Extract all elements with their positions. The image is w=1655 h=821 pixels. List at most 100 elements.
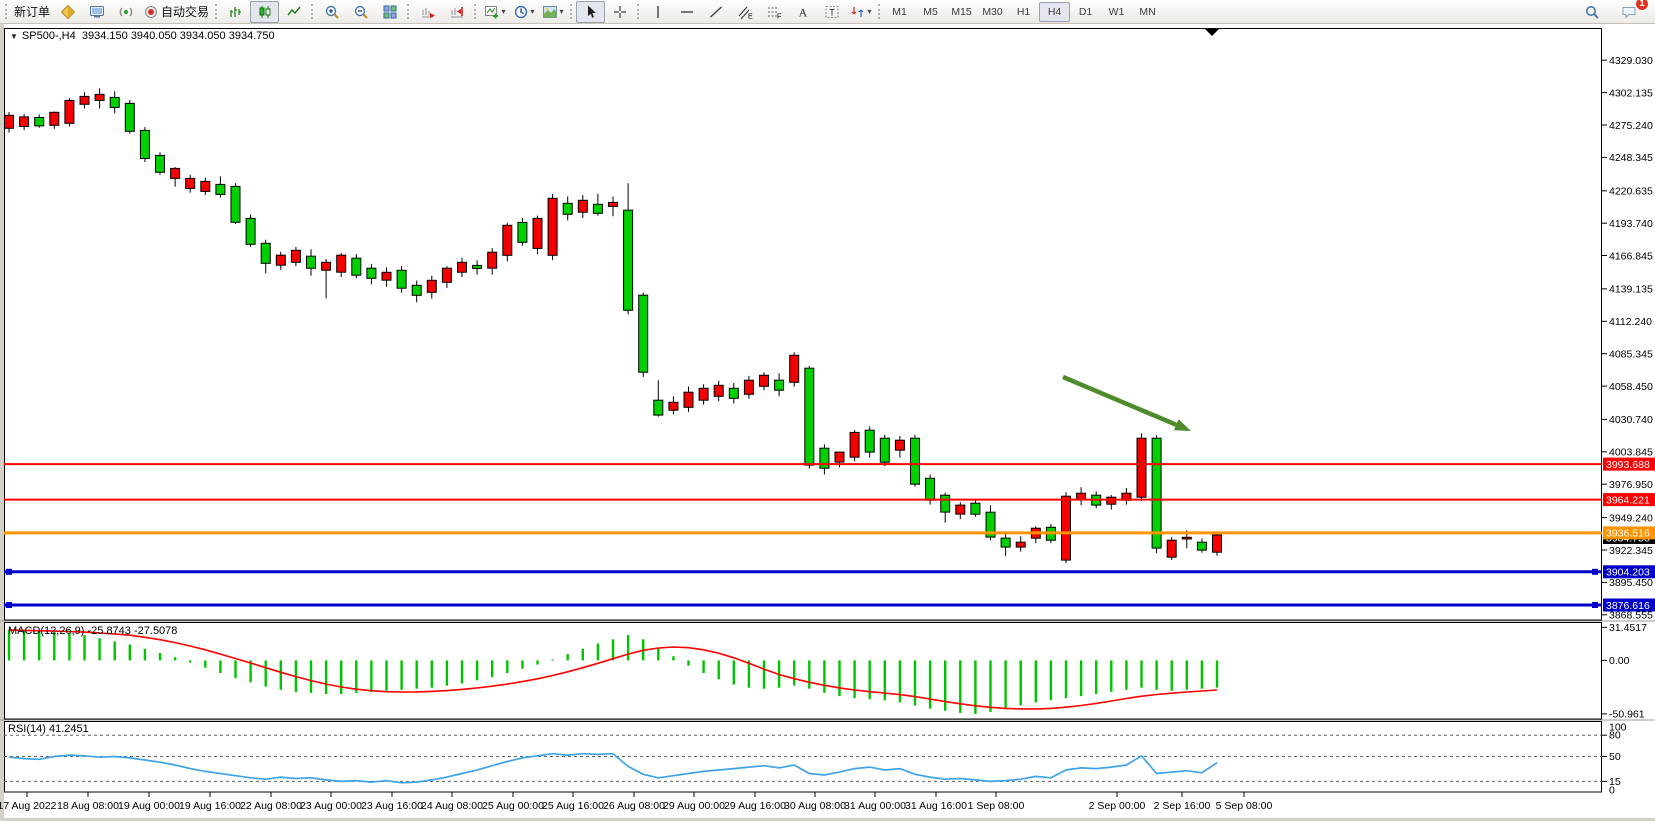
tile-windows-button[interactable] (375, 1, 404, 23)
timeframe-button-h4[interactable]: H4 (1039, 1, 1071, 22)
line-chart-button[interactable] (279, 1, 308, 23)
price-level-badge-label: 3993.688 (1606, 459, 1650, 471)
zoom-out-button[interactable] (346, 1, 375, 23)
macd-name: MACD(12,26,9) (8, 625, 85, 637)
candle (170, 167, 181, 179)
chart-shift-button[interactable] (442, 1, 471, 23)
trendline-button[interactable] (701, 1, 730, 23)
toolbar: 新订单 自动交易 ▾ ▾ ▾ E F A T ▾ M1 M5 M15 M30 H1 H4 D1 W1 MN 1 (0, 0, 1655, 24)
horizontal-line-button[interactable] (672, 1, 701, 23)
toolbar-group-handle[interactable] (311, 4, 314, 19)
signals-icon[interactable] (111, 1, 140, 23)
timeframe-button-m5[interactable]: M5 (923, 5, 938, 18)
price-axis-label: 4302.135 (1609, 87, 1653, 99)
toolbar-group-handle[interactable] (570, 4, 573, 19)
price-axis-label: 3895.450 (1609, 577, 1653, 589)
templates-button[interactable]: ▾ (538, 1, 567, 23)
crosshair-button[interactable] (605, 1, 634, 23)
one-click-trading-icon[interactable]: ▼ (10, 32, 18, 41)
text-label-button[interactable]: T (817, 1, 846, 23)
toolbar-group-handle[interactable] (474, 4, 477, 19)
price-axis-label: 4003.845 (1609, 447, 1653, 459)
chart-shift-marker[interactable] (1205, 29, 1219, 36)
candle (849, 431, 860, 458)
price-level-badge-label: 3876.616 (1606, 600, 1650, 612)
cursor-button[interactable] (576, 0, 606, 23)
indicators-button[interactable]: ▾ (480, 1, 509, 23)
terminal-icon[interactable] (82, 1, 111, 23)
fibonacci-button[interactable]: F (759, 1, 788, 23)
candle (955, 504, 966, 515)
new-order-button[interactable]: 新订单 (11, 1, 53, 23)
toolbar-group-handle[interactable] (407, 4, 410, 19)
trend-arrow-annotation[interactable] (1062, 374, 1178, 427)
macd-axis-label: -50.961 (1609, 709, 1645, 721)
auto-trading-button[interactable]: 自动交易 (140, 1, 212, 23)
toolbar-group-handle[interactable] (878, 4, 881, 19)
chat-button[interactable]: 1 (1614, 0, 1649, 23)
toolbar-group-handle[interactable] (5, 4, 7, 19)
vertical-line-button[interactable] (643, 1, 672, 23)
candle (441, 267, 452, 283)
trend-icon (709, 5, 722, 18)
candle (653, 399, 664, 416)
rsi-name: RSI(14) (8, 723, 46, 735)
line-handle[interactable] (6, 568, 12, 575)
candle (1196, 541, 1207, 551)
line-handle[interactable] (6, 602, 12, 608)
auto-scroll-button[interactable] (413, 1, 442, 23)
timeframe-button-m1[interactable]: M1 (892, 5, 907, 18)
candle (638, 294, 649, 373)
search-button[interactable] (1577, 1, 1606, 23)
timeframe-button-h1[interactable]: H1 (1016, 5, 1031, 18)
market-watch-icon[interactable] (53, 1, 82, 23)
timeframe-button-mn[interactable]: MN (1139, 5, 1156, 18)
rsi-axis-label: 80 (1609, 730, 1621, 742)
rsi-value: 41.2451 (48, 723, 89, 735)
candle (925, 477, 936, 501)
equidistant-channel-button[interactable]: E (730, 1, 759, 23)
time-axis-label: 19 Aug 00:00 (118, 800, 180, 812)
candle (1076, 492, 1087, 500)
rsi-axis-label: 100 (1609, 722, 1627, 734)
price-level-badge-label: 3936.516 (1606, 528, 1650, 540)
price-axis-label: 4329.030 (1609, 55, 1653, 67)
timeframe-button-m15[interactable]: M15 (951, 5, 972, 18)
toolbar-group-handle[interactable] (637, 4, 640, 19)
arrows-button[interactable]: ▾ (846, 1, 875, 23)
chevron-down-icon: ▾ (501, 7, 506, 16)
candle (562, 202, 573, 215)
candle (532, 217, 543, 249)
candle (487, 251, 498, 269)
symbol-period-label: SP500-,H4 (21, 30, 76, 42)
toolbar-right: 1 (1577, 0, 1653, 23)
chevron-down-icon: ▾ (559, 7, 564, 16)
candle (124, 102, 135, 132)
text-button[interactable]: A (788, 1, 817, 23)
line-handle[interactable] (1592, 602, 1598, 608)
channel-icon: E (738, 6, 753, 20)
candle (1061, 495, 1071, 561)
timeframe-button-d1[interactable]: D1 (1078, 5, 1093, 18)
candle (49, 111, 60, 126)
timeframe-button-m30[interactable]: M30 (982, 5, 1003, 18)
timeframe-button-w1[interactable]: W1 (1108, 5, 1125, 18)
macd-axis-label: 0.00 (1609, 655, 1630, 667)
signal-icon (119, 6, 132, 17)
bar-chart-button[interactable] (221, 1, 250, 23)
time-axis-label: 18 Aug 08:00 (57, 800, 119, 812)
candle (79, 95, 90, 105)
line-handle[interactable] (1592, 568, 1598, 575)
bars-icon (229, 6, 241, 17)
price-level-badge-label: 3904.203 (1606, 567, 1650, 579)
toolbar-group-handle[interactable] (215, 4, 218, 19)
autotrade-icon (145, 5, 158, 18)
open-value: 3934.150 (81, 30, 128, 42)
periods-button[interactable]: ▾ (509, 1, 538, 23)
macd-panel (4, 622, 1602, 720)
zoom-in-button[interactable] (317, 1, 346, 23)
time-axis-label: 24 Aug 08:00 (421, 800, 483, 812)
toolbar-group-timeframes: M1 M5 M15 M30 H1 H4 D1 W1 MN (884, 0, 1163, 23)
window-left-edge (0, 24, 4, 821)
candlestick-chart-button[interactable] (250, 0, 280, 23)
